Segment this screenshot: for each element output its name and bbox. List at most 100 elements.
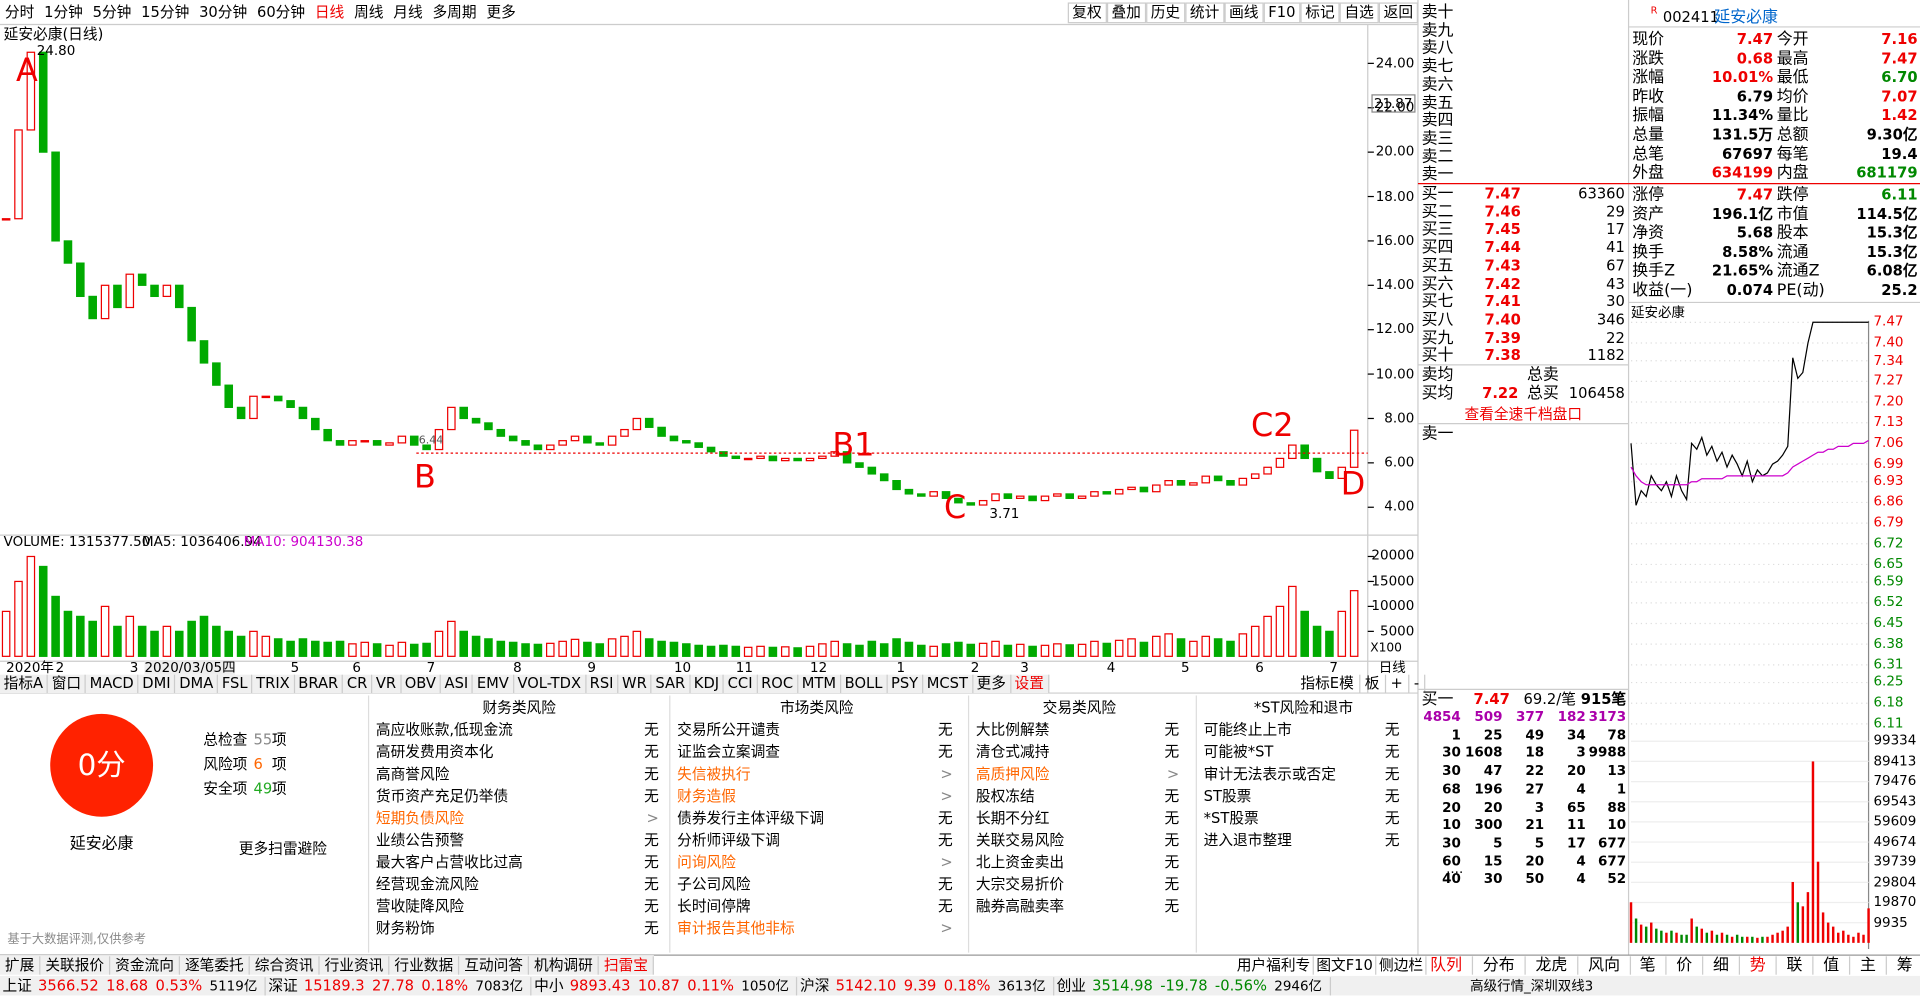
indicator-tab[interactable]: RSI bbox=[586, 674, 619, 694]
period-tab[interactable]: 15分钟 bbox=[141, 3, 190, 21]
right-tab[interactable]: 值 bbox=[1813, 955, 1851, 975]
indicator-tab[interactable]: SAR bbox=[652, 674, 691, 694]
candle bbox=[1176, 480, 1186, 486]
right-tabs: 队列 分布 龙虎 风向 bbox=[1420, 955, 1632, 975]
risk-status: 无 bbox=[1164, 897, 1180, 915]
indicator-tab[interactable]: KDJ bbox=[690, 674, 724, 694]
bottom-tab[interactable]: 逐笔委托 bbox=[180, 955, 250, 975]
indicator-tab[interactable]: 板 bbox=[1360, 674, 1386, 694]
risk-item: 货币资产充足仍举债 bbox=[375, 787, 509, 805]
bottom-tab[interactable]: 机构调研 bbox=[529, 955, 599, 975]
period-tab[interactable]: 1分钟 bbox=[44, 3, 83, 21]
indicator-tab[interactable]: CCI bbox=[724, 674, 758, 694]
intraday-volume-bar bbox=[1639, 924, 1643, 943]
indicator-tab[interactable]: PSY bbox=[887, 674, 924, 694]
y-tick-label: 22.00 bbox=[1375, 99, 1415, 116]
tool-button[interactable]: 画线 bbox=[1224, 1, 1264, 23]
period-tab[interactable]: 多周期 bbox=[432, 3, 477, 21]
indicator-tab[interactable]: ROC bbox=[757, 674, 799, 694]
bottom-tab[interactable]: 综合资讯 bbox=[250, 955, 320, 975]
tool-button[interactable]: 标记 bbox=[1300, 1, 1340, 23]
volume-bar bbox=[842, 643, 852, 657]
bottom-tab[interactable]: 关联报价 bbox=[40, 955, 111, 975]
buy-level: 买七 bbox=[1421, 292, 1454, 312]
period-tab[interactable]: 月线 bbox=[393, 3, 423, 21]
buy-avg-value: 7.22 bbox=[1482, 384, 1519, 402]
deep-book-link[interactable]: 查看全速千档盘口 bbox=[1464, 405, 1583, 423]
right-tab[interactable]: 联 bbox=[1777, 955, 1814, 975]
bottom-tab[interactable]: 行业资讯 bbox=[320, 955, 390, 975]
indicator-tab[interactable]: DMA bbox=[176, 674, 219, 694]
indicator-tab[interactable]: + bbox=[1386, 674, 1409, 694]
right-tab[interactable]: 分布 bbox=[1473, 955, 1526, 975]
indicator-tab[interactable]: MCST bbox=[923, 674, 973, 694]
right-tab[interactable]: 主 bbox=[1850, 955, 1887, 975]
queue-order: 1 bbox=[1616, 780, 1627, 797]
period-tab[interactable]: 5分钟 bbox=[92, 3, 132, 21]
bottom-tab[interactable]: 扫雷宝 bbox=[599, 955, 655, 975]
bottom-tab[interactable]: 扩展 bbox=[0, 955, 41, 975]
indicator-tab[interactable]: - bbox=[1409, 674, 1426, 694]
indicator-tab[interactable]: 设置 bbox=[1011, 674, 1049, 694]
indicator-tab[interactable]: CR bbox=[343, 674, 373, 694]
right-tab[interactable]: 细 bbox=[1703, 955, 1741, 975]
bottom-tab[interactable]: 互动问答 bbox=[459, 955, 530, 975]
bottom-tab[interactable]: 行业数据 bbox=[390, 955, 460, 975]
right-tab[interactable]: 笔 bbox=[1630, 955, 1667, 975]
y-tick-label: 18.00 bbox=[1375, 187, 1415, 204]
tool-button[interactable]: 历史 bbox=[1145, 1, 1186, 23]
buy-volume: 41 bbox=[1606, 238, 1625, 257]
indicator-tab[interactable]: 指标A bbox=[0, 674, 49, 694]
right-tab[interactable]: 风向 bbox=[1578, 955, 1632, 975]
indicator-tab[interactable]: VR bbox=[372, 674, 402, 694]
quote-value: 6.11 bbox=[1881, 186, 1918, 204]
volume-bar bbox=[1300, 610, 1309, 657]
tool-button[interactable]: F10 bbox=[1263, 1, 1301, 23]
bottom-tab[interactable]: 资金流向 bbox=[110, 955, 181, 975]
indicator-tab[interactable]: 指标E模 bbox=[1296, 674, 1360, 694]
indicator-tab[interactable]: BOLL bbox=[841, 674, 888, 694]
indicator-tab[interactable]: VOL-TDX bbox=[514, 674, 586, 694]
indicator-tab[interactable]: OBV bbox=[401, 674, 441, 694]
risk-item: 可能被*ST bbox=[1203, 743, 1274, 761]
right-tab[interactable]: 筹 bbox=[1887, 956, 1920, 974]
tool-button[interactable]: 自选 bbox=[1339, 1, 1379, 23]
more-link[interactable]: 更多扫雷避险 bbox=[238, 840, 327, 858]
risk-item: 业绩公告预警 bbox=[375, 831, 465, 849]
indicator-tab[interactable]: ASI bbox=[441, 674, 474, 694]
indicator-tab[interactable]: 更多 bbox=[973, 674, 1011, 694]
right-tab[interactable]: 价 bbox=[1667, 955, 1704, 975]
quote-label: 均价 bbox=[1776, 87, 1809, 107]
indicator-tab[interactable]: DMI bbox=[139, 674, 176, 694]
period-tab[interactable]: 更多 bbox=[486, 3, 516, 21]
indicator-tab[interactable]: FSL bbox=[218, 674, 253, 694]
indicator-tab[interactable]: MTM bbox=[798, 674, 841, 694]
indicator-tab[interactable]: WR bbox=[618, 674, 652, 694]
indicator-tab[interactable]: EMV bbox=[473, 674, 514, 694]
period-tab[interactable]: 分时 bbox=[4, 3, 35, 21]
indicator-tab[interactable]: BRAR bbox=[295, 674, 344, 694]
y-tick-label: 24.00 bbox=[1375, 54, 1415, 71]
quote-label: 涨跌 bbox=[1632, 49, 1665, 69]
tool-button[interactable]: 叠加 bbox=[1106, 1, 1146, 23]
period-tab[interactable]: 日线 bbox=[314, 3, 345, 21]
indicator-tab[interactable]: 窗口 bbox=[48, 674, 87, 694]
period-tab[interactable]: 周线 bbox=[354, 3, 384, 21]
period-tab[interactable]: 60分钟 bbox=[256, 3, 306, 21]
bottom-link[interactable]: 图文F10 bbox=[1314, 955, 1377, 975]
tool-button[interactable]: 返回 bbox=[1378, 1, 1418, 23]
indicator-tab[interactable]: MACD bbox=[86, 674, 139, 694]
quote-value: 11.34% bbox=[1711, 107, 1774, 125]
period-tab[interactable]: 30分钟 bbox=[199, 3, 248, 21]
indicator-tab[interactable]: TRIX bbox=[252, 674, 295, 694]
volume-bar bbox=[867, 640, 877, 657]
tool-button[interactable]: 统计 bbox=[1185, 1, 1225, 23]
right-tab[interactable]: 势 bbox=[1740, 955, 1777, 975]
sell-level: 卖十 bbox=[1421, 3, 1454, 23]
volume-bar bbox=[199, 615, 209, 657]
right-tab[interactable]: 队列 bbox=[1420, 955, 1474, 975]
right-tab[interactable]: 龙虎 bbox=[1526, 955, 1579, 975]
tool-button[interactable]: 复权 bbox=[1067, 1, 1107, 23]
bottom-link[interactable]: 侧边栏 bbox=[1377, 955, 1427, 975]
bottom-link[interactable]: 用户福利专 bbox=[1234, 955, 1314, 975]
